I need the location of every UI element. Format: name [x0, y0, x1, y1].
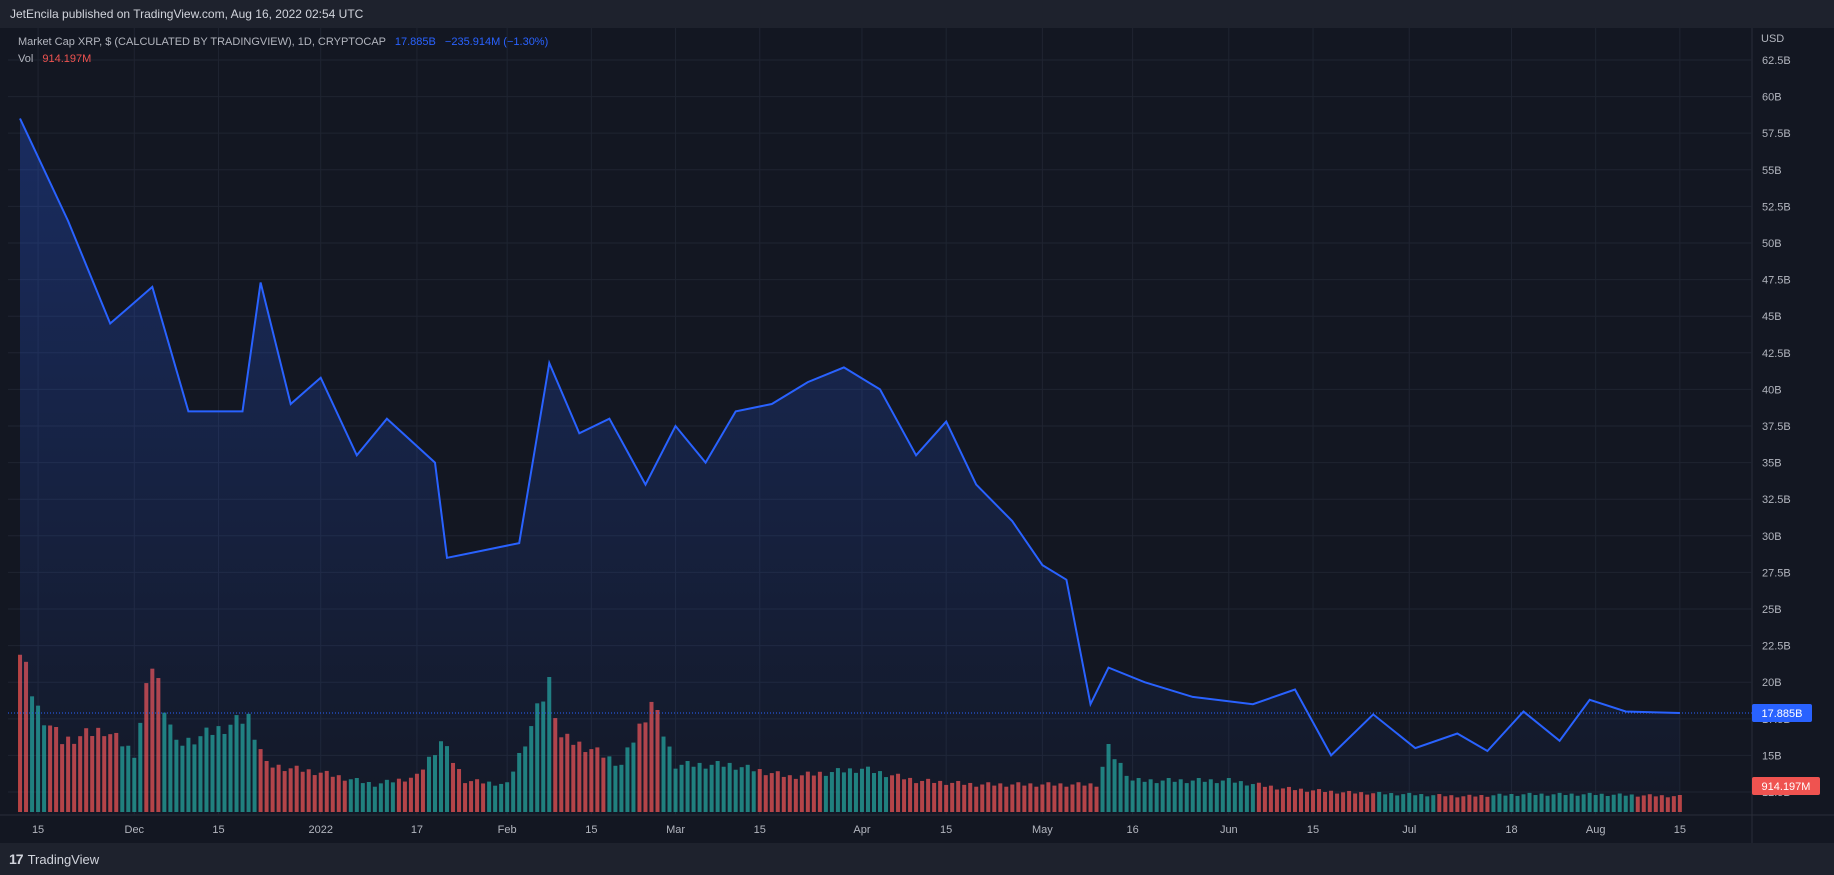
- tradingview-brand: TradingView: [27, 851, 100, 867]
- y-tick-label: 60B: [1762, 92, 1782, 104]
- price-area-fill: [20, 118, 1680, 814]
- y-tick-label: 40B: [1762, 384, 1782, 396]
- last-volume-badge-text: 914.197M: [1762, 781, 1811, 793]
- y-tick-label: 32.5B: [1762, 494, 1791, 506]
- y-tick-label: 47.5B: [1762, 275, 1791, 287]
- x-tick-label: 15: [754, 824, 766, 836]
- x-tick-label: 15: [212, 824, 224, 836]
- x-tick-label: 16: [1126, 824, 1138, 836]
- publish-info-bar: JetEncila published on TradingView.com, …: [0, 0, 1834, 28]
- legend-volume-row: Vol 914.197M: [18, 51, 548, 68]
- axis-badges: 17.885B 914.197M: [1752, 703, 1820, 795]
- x-tick-label: 15: [1674, 824, 1686, 836]
- y-tick-label: 62.5B: [1762, 55, 1791, 67]
- x-tick-label: 15: [1307, 824, 1319, 836]
- x-tick-label: Aug: [1586, 824, 1606, 836]
- y-tick-label: 35B: [1762, 458, 1782, 470]
- legend-vol-value: 914.197M: [42, 53, 92, 65]
- y-tick-label: 45B: [1762, 311, 1782, 323]
- tradingview-logo-icon: 17: [9, 851, 24, 867]
- y-unit-label: USD: [1761, 33, 1784, 45]
- y-tick-label: 25B: [1762, 604, 1782, 616]
- x-tick-label: 15: [585, 824, 597, 836]
- y-tick-label: 57.5B: [1762, 128, 1791, 140]
- y-tick-label: 55B: [1762, 165, 1782, 177]
- y-tick-label: 20B: [1762, 677, 1782, 689]
- x-tick-label: Feb: [498, 824, 517, 836]
- footer-bar: 17 TradingView: [0, 843, 1834, 875]
- time-axis: 15 Dec 15 2022 17 Feb 15 Mar 15 Apr 15 May 16 Jun 15 Ju…: [32, 824, 1686, 836]
- y-tick-label: 30B: [1762, 531, 1782, 543]
- x-tick-label: 18: [1505, 824, 1517, 836]
- x-tick-label: May: [1032, 824, 1053, 836]
- x-tick-label: 2022: [308, 824, 332, 836]
- x-tick-label: 15: [940, 824, 952, 836]
- y-tick-label: 50B: [1762, 238, 1782, 250]
- legend-symbol: Market Cap XRP, $ (CALCULATED BY TRADING…: [18, 36, 386, 48]
- y-tick-label: 22.5B: [1762, 641, 1791, 653]
- last-price-badge-text: 17.885B: [1762, 708, 1803, 720]
- y-tick-label: 42.5B: [1762, 348, 1791, 360]
- price-line: [19, 118, 1680, 758]
- y-tick-label: 37.5B: [1762, 421, 1791, 433]
- legend-main-row: Market Cap XRP, $ (CALCULATED BY TRADING…: [18, 34, 548, 51]
- last-volume-badge: [1752, 777, 1820, 795]
- y-tick-label: 27.5B: [1762, 567, 1791, 579]
- last-price-badge: [1752, 703, 1812, 722]
- chart-panel[interactable]: USD 62.5B 60B 57.5B 55B 52.5B 50B 47.5B 45B 42.5B…: [0, 28, 1834, 843]
- x-tick-label: Jul: [1402, 824, 1416, 836]
- legend-vol-label: Vol: [18, 53, 34, 65]
- x-tick-label: Dec: [125, 824, 145, 836]
- x-tick-label: Apr: [853, 824, 870, 836]
- tradingview-logo[interactable]: 17 TradingView: [9, 851, 99, 867]
- y-tick-label: 15B: [1762, 750, 1782, 762]
- x-tick-label: Jun: [1220, 824, 1238, 836]
- x-tick-label: 17: [411, 824, 423, 836]
- chart-legend: Market Cap XRP, $ (CALCULATED BY TRADING…: [18, 34, 548, 68]
- legend-change: −235.914M (−1.30%): [444, 36, 549, 48]
- x-tick-label: Mar: [666, 824, 685, 836]
- x-tick-label: 15: [32, 824, 44, 836]
- y-tick-label: 52.5B: [1762, 201, 1791, 213]
- legend-last-value: 17.885B: [394, 36, 436, 48]
- publisher-line: JetEncila published on TradingView.com, …: [10, 7, 364, 21]
- market-cap-chart[interactable]: USD 62.5B 60B 57.5B 55B 52.5B 50B 47.5B 45B 42.5B…: [0, 28, 1834, 843]
